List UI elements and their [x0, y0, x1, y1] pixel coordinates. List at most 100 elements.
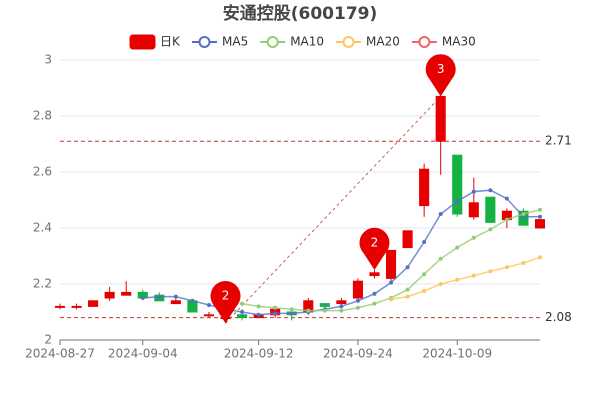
mark-pin: [359, 227, 390, 270]
legend-label: MA20: [366, 35, 400, 49]
legend-icon: [418, 36, 431, 48]
candle-body: [319, 303, 330, 307]
ma-point: [422, 272, 427, 277]
ma-point: [206, 303, 211, 307]
ma-point: [405, 287, 410, 292]
candle-body: [534, 219, 546, 229]
mark-line-label: 2.08: [545, 310, 572, 324]
mark-pin-label: 3: [437, 62, 445, 76]
mark-pin: [210, 281, 241, 324]
candle-body: [121, 291, 132, 296]
ma-point: [405, 265, 410, 270]
candle-body: [104, 291, 115, 299]
ma-point: [538, 207, 542, 212]
ma-point: [256, 304, 261, 309]
ma-point: [256, 312, 261, 317]
ma-point: [140, 296, 145, 300]
legend-icon: [198, 36, 211, 48]
legend-label: MA10: [290, 35, 324, 49]
ma-point: [240, 310, 245, 314]
ma-point: [455, 199, 460, 204]
candle-body: [203, 314, 215, 317]
ma-point: [322, 308, 327, 313]
mark-pin-label: 2: [222, 289, 230, 303]
candle-body: [468, 202, 479, 218]
legend-icon: [342, 36, 355, 48]
ma-point: [438, 256, 443, 261]
ma-point: [488, 188, 493, 193]
ma-point: [471, 235, 476, 240]
candle-body: [170, 300, 181, 305]
x-tick-label: 2024-09-24: [323, 347, 393, 361]
ma-point: [273, 305, 278, 310]
ma-point: [504, 196, 509, 201]
candle-body: [336, 300, 347, 305]
candle-body: [385, 249, 397, 279]
legend-label: 日K: [160, 35, 181, 49]
ma-point: [173, 294, 178, 299]
ma-point: [521, 212, 526, 216]
x-tick-label: 2024-09-04: [108, 347, 178, 361]
ma-point: [355, 298, 360, 303]
ma-point: [405, 294, 410, 299]
ma-point: [422, 289, 427, 293]
candle-body: [369, 272, 380, 277]
candle-body: [237, 314, 248, 319]
y-tick-label: 2: [44, 333, 52, 347]
ma-point: [339, 308, 344, 313]
legend-icon: [266, 36, 279, 48]
x-tick-label: 2024-08-27: [25, 347, 95, 361]
ma-point: [521, 214, 526, 219]
ma-line: [390, 256, 541, 301]
ma-point: [339, 304, 344, 309]
ma-point: [273, 311, 278, 316]
ma-point: [389, 297, 394, 302]
ma-point: [438, 282, 443, 286]
mark-line-label: 2.71: [545, 134, 572, 148]
candle-body: [71, 305, 82, 308]
x-tick-label: 2024-10-09: [422, 347, 492, 361]
ma-point: [372, 291, 377, 296]
ma-point: [538, 255, 542, 260]
candle-body: [88, 300, 99, 307]
candle-body: [352, 280, 363, 299]
ma-point: [389, 280, 394, 285]
candle-body: [402, 230, 413, 249]
chart-title: 安通控股(600179): [223, 3, 378, 24]
y-tick-label: 2.8: [33, 109, 52, 123]
ma-point: [521, 261, 526, 265]
ma-point: [538, 214, 542, 219]
ma-point: [438, 212, 443, 216]
ma-point: [306, 308, 311, 313]
ma-line: [142, 189, 540, 316]
legend-label: MA5: [222, 35, 248, 49]
legend-icon: [129, 34, 156, 50]
candle-body: [54, 305, 66, 308]
ma-point: [190, 298, 195, 303]
ma-point: [471, 273, 476, 278]
y-tick-label: 2.6: [33, 165, 52, 179]
y-tick-label: 3: [44, 53, 52, 67]
legend-label: MA30: [442, 35, 476, 49]
mark-pin-label: 2: [371, 236, 379, 250]
ma-point: [355, 305, 360, 310]
candle-body: [435, 95, 446, 142]
candle-body: [485, 196, 496, 223]
ma-point: [289, 311, 294, 316]
ma-point: [504, 217, 509, 222]
ma-point: [504, 265, 509, 270]
mark-pin: [425, 54, 456, 97]
ma-point: [488, 269, 493, 274]
ma-point: [240, 301, 245, 306]
ma-point: [422, 240, 427, 244]
ma-point: [471, 189, 476, 194]
x-tick-label: 2024-09-12: [224, 347, 294, 361]
ma-point: [289, 307, 294, 312]
ma-point: [488, 227, 493, 232]
y-tick-label: 2.2: [33, 277, 52, 291]
y-tick-label: 2.4: [33, 221, 52, 235]
trend-line: [225, 96, 441, 324]
ma-point: [157, 294, 162, 299]
ma-point: [455, 245, 460, 250]
